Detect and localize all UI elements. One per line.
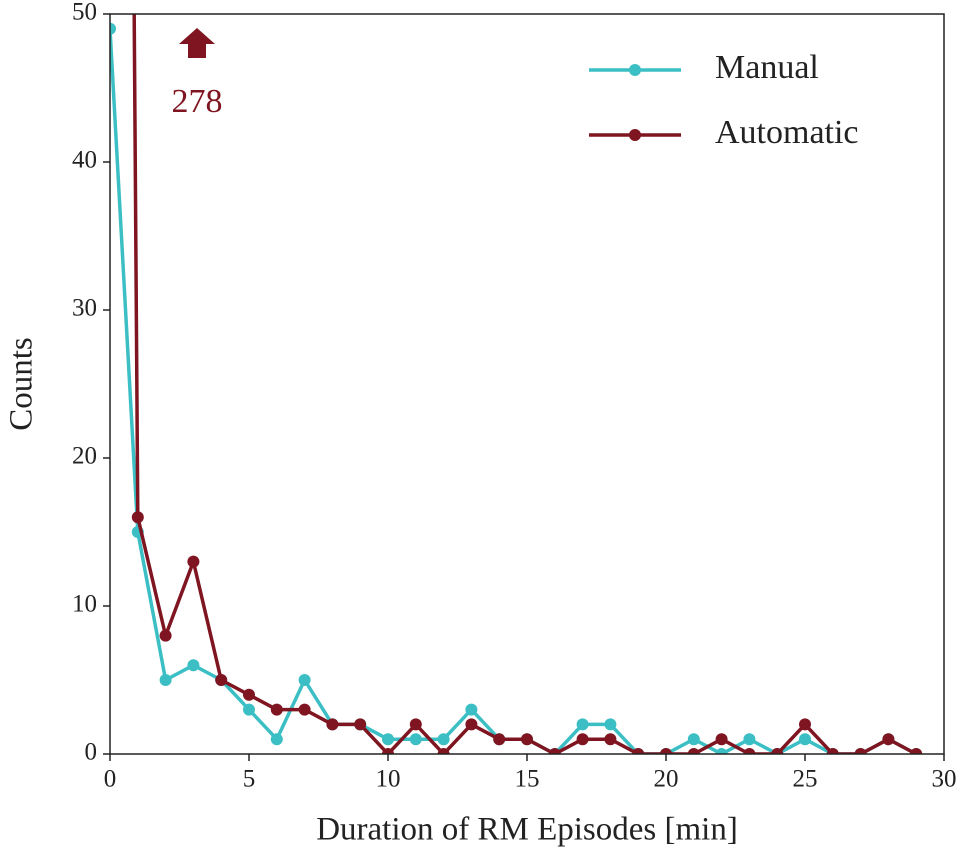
- data-point: [354, 718, 367, 731]
- y-tick-label: 0: [85, 739, 98, 766]
- data-point: [187, 555, 200, 568]
- data-point: [521, 733, 533, 746]
- data-point: [110, 22, 116, 35]
- data-point: [576, 718, 589, 731]
- data-point: [298, 674, 311, 686]
- x-tick-label: 25: [793, 766, 818, 793]
- y-tick-label: 40: [72, 147, 97, 174]
- data-point: [409, 718, 422, 731]
- data-point: [799, 718, 811, 731]
- data-point: [604, 733, 617, 746]
- data-point: [465, 718, 478, 731]
- data-point: [270, 733, 283, 746]
- off-scale-arrow: [179, 28, 215, 58]
- x-axis-label: Duration of RM Episodes [min]: [316, 812, 738, 848]
- data-point: [799, 733, 811, 746]
- data-point: [910, 748, 923, 754]
- data-point: [854, 748, 867, 754]
- data-point: [382, 748, 394, 754]
- data-point: [465, 703, 478, 716]
- data-point: [270, 703, 283, 716]
- y-tick-label: 10: [72, 591, 97, 618]
- data-point: [298, 703, 311, 716]
- plot-area: [110, 14, 923, 754]
- data-point: [243, 688, 255, 701]
- x-tick-label: 10: [376, 766, 401, 793]
- data-point: [159, 674, 172, 686]
- data-point: [131, 511, 144, 524]
- data-point: [187, 659, 200, 672]
- data-point: [826, 748, 839, 754]
- legend-label: Manual: [715, 49, 819, 86]
- data-point: [660, 748, 672, 754]
- data-point: [771, 748, 784, 754]
- data-point: [604, 718, 617, 731]
- data-point: [326, 718, 339, 731]
- x-tick-label: 20: [654, 766, 679, 793]
- x-tick-label: 30: [932, 766, 957, 793]
- data-point: [409, 733, 422, 746]
- legend-label: Automatic: [715, 114, 859, 151]
- off-scale-label: 278: [172, 83, 223, 120]
- data-point: [743, 748, 756, 754]
- legend-marker: [629, 129, 641, 141]
- y-tick-label: 50: [72, 0, 97, 26]
- data-point: [548, 748, 561, 754]
- x-tick-label: 5: [243, 766, 256, 793]
- legend-marker: [629, 64, 641, 76]
- y-tick-label: 20: [72, 443, 97, 470]
- data-point: [687, 733, 700, 746]
- data-point: [382, 733, 394, 746]
- data-point: [715, 748, 728, 754]
- y-tick-label: 30: [72, 295, 97, 322]
- data-point: [715, 733, 728, 746]
- data-point: [437, 748, 450, 754]
- data-point: [437, 733, 450, 746]
- data-point: [159, 629, 172, 642]
- data-point: [243, 703, 255, 716]
- data-point: [632, 748, 645, 754]
- data-point: [743, 733, 756, 746]
- data-point: [215, 674, 228, 686]
- data-point: [493, 733, 506, 746]
- y-axis-label: Counts: [4, 337, 40, 431]
- x-tick-label: 15: [515, 766, 540, 793]
- plot-frame: [109, 13, 945, 755]
- x-tick-label: 0: [104, 766, 117, 793]
- data-point: [687, 748, 700, 754]
- data-point: [882, 733, 895, 746]
- data-point: [576, 733, 589, 746]
